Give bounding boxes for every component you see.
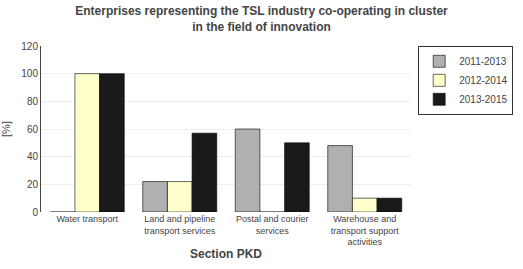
svg-text:Warehouse andtransport support: Warehouse andtransport supportactivities xyxy=(331,214,400,247)
svg-text:Postal and courierservices: Postal and courierservices xyxy=(236,214,309,236)
svg-text:0: 0 xyxy=(32,207,38,218)
svg-text:Water transport: Water transport xyxy=(56,214,118,224)
svg-text:120: 120 xyxy=(21,41,38,52)
svg-text:60: 60 xyxy=(27,124,39,135)
svg-text:2013-2015: 2013-2015 xyxy=(459,94,507,105)
svg-text:Enterprises representing the T: Enterprises representing the TSL industr… xyxy=(75,4,448,34)
svg-text:2012-2014: 2012-2014 xyxy=(459,75,507,86)
svg-text:[%]: [%] xyxy=(0,121,12,137)
svg-text:40: 40 xyxy=(27,151,39,162)
svg-text:100: 100 xyxy=(21,68,38,79)
svg-text:Land and pipelinetransport ser: Land and pipelinetransport services xyxy=(144,214,216,236)
svg-text:20: 20 xyxy=(27,179,39,190)
svg-text:80: 80 xyxy=(27,96,39,107)
svg-text:Section PKD: Section PKD xyxy=(190,247,262,261)
svg-text:2011-2013: 2011-2013 xyxy=(459,56,507,67)
